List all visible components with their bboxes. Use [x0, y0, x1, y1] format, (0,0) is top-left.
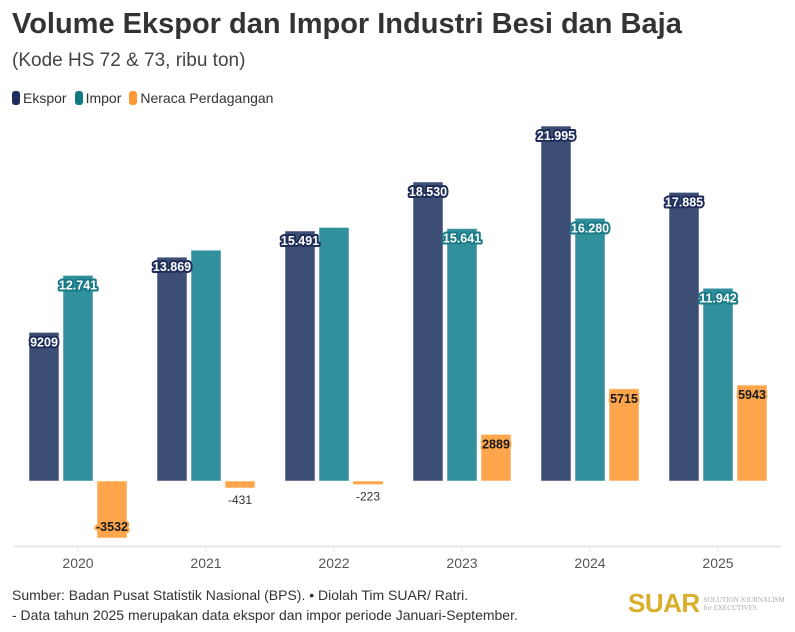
bar-ekspor-2025 [668, 191, 700, 482]
data-labels-layer: 9209920912.74112.741-3532-353213.86913.8… [28, 127, 768, 536]
data-note: - Data tahun 2025 merupakan data ekspor … [12, 607, 518, 623]
data-label-neraca-2021: -431 [228, 493, 252, 507]
bar-neraca-2023 [480, 433, 512, 482]
legend-swatch-impor [74, 91, 83, 105]
data-label-neraca-2022: -223 [356, 490, 380, 504]
data-label-ekspor-2021: 13.869 [153, 260, 191, 274]
data-label-ekspor-2022: 15.491 [281, 234, 319, 248]
bar-neraca-2022 [352, 480, 384, 486]
legend-item-impor: Impor [74, 90, 122, 106]
x-tick-label: 2021 [190, 555, 221, 571]
data-label-ekspor-2024: 21.995 [537, 129, 575, 143]
data-label-impor-2020: 12.741 [59, 278, 97, 292]
legend-label: Neraca Perdagangan [140, 90, 274, 106]
legend-item-neraca: Neraca Perdagangan [129, 90, 273, 106]
data-label-halo: 21.995 [537, 129, 575, 143]
x-tick-label: 2025 [702, 555, 733, 571]
data-label-neraca-2023: 2889 [482, 437, 510, 451]
data-label-impor-2024: 16.280 [571, 221, 609, 235]
chart-subtitle: (Kode HS 72 & 73, ribu ton) [12, 50, 246, 71]
legend-item-ekspor: Ekspor [12, 90, 67, 106]
logo-tagline-2: for EXECUTIVES [703, 603, 757, 612]
data-label-halo: -3532 [96, 520, 128, 534]
bar-impor-2022 [318, 226, 350, 482]
bar-ekspor-2024 [540, 125, 572, 482]
bar-neraca-2025 [736, 384, 768, 482]
source-note: Sumber: Badan Pusat Statistik Nasional (… [12, 587, 469, 603]
data-label-impor-2023: 15.641 [443, 232, 481, 246]
data-label-halo: 5715 [610, 392, 638, 406]
data-label-halo: 12.741 [59, 278, 97, 292]
bar-impor-2020 [62, 274, 94, 482]
legend-label: Impor [85, 90, 122, 106]
logo-tagline: SOLUTION JOURNALISM for EXECUTIVES [704, 596, 785, 612]
suar-logo: SUAR SOLUTION JOURNALISM for EXECUTIVES [628, 588, 785, 619]
data-label-neraca-2024: 5715 [610, 392, 638, 406]
data-label-halo: 15.641 [443, 232, 481, 246]
bar-ekspor-2020 [28, 331, 60, 482]
data-label-halo: 13.869 [153, 260, 191, 274]
legend: Ekspor Impor Neraca Perdagangan [12, 90, 281, 106]
footer: Sumber: Badan Pusat Statistik Nasional (… [12, 585, 518, 625]
data-label-ekspor-2023: 18.530 [409, 185, 447, 199]
chart-title: Volume Ekspor dan Impor Industri Besi da… [12, 8, 682, 40]
data-label-ekspor-2025: 17.885 [665, 195, 703, 209]
bar-ekspor-2022 [284, 230, 316, 482]
data-label-halo: 16.280 [571, 221, 609, 235]
bar-neraca-2024 [608, 388, 640, 482]
data-label-halo: 11.942 [699, 291, 737, 305]
x-tick-label: 2022 [318, 555, 349, 571]
data-label-halo: 2889 [482, 437, 510, 451]
bars-layer [28, 125, 768, 539]
legend-label: Ekspor [23, 90, 67, 106]
bar-neraca-2020 [96, 480, 128, 539]
data-label-halo: 9209 [30, 335, 58, 349]
bar-impor-2024 [574, 217, 606, 482]
data-label-impor-2025: 11.942 [699, 291, 737, 305]
bar-ekspor-2021 [156, 256, 188, 482]
x-tick-label: 2020 [62, 555, 93, 571]
data-label-halo: 17.885 [665, 195, 703, 209]
x-tick-label: 2023 [446, 555, 477, 571]
x-axis-ticks: 2020 2021 2022 2023 2024 2025 [62, 546, 734, 571]
data-label-neraca-2020: -3532 [96, 520, 128, 534]
bar-ekspor-2023 [412, 181, 444, 482]
logo-tagline-1: SOLUTION JOURNALISM [703, 595, 785, 604]
data-label-halo: 5943 [738, 388, 766, 402]
bar-impor-2021 [190, 249, 222, 482]
x-tick-label: 2024 [574, 555, 605, 571]
legend-swatch-ekspor [12, 91, 20, 105]
data-label-halo: 18.530 [409, 185, 447, 199]
data-label-ekspor-2020: 9209 [30, 335, 58, 349]
logo-wordmark: SUAR [628, 588, 700, 618]
bar-chart: 9209920912.74112.741-3532-353213.86913.8… [14, 125, 781, 571]
legend-swatch-neraca [129, 91, 138, 105]
bar-impor-2025 [702, 287, 734, 482]
bar-neraca-2021 [224, 480, 256, 489]
data-label-halo: 15.491 [281, 234, 319, 248]
data-label-neraca-2025: 5943 [738, 388, 766, 402]
bar-impor-2023 [446, 228, 478, 482]
